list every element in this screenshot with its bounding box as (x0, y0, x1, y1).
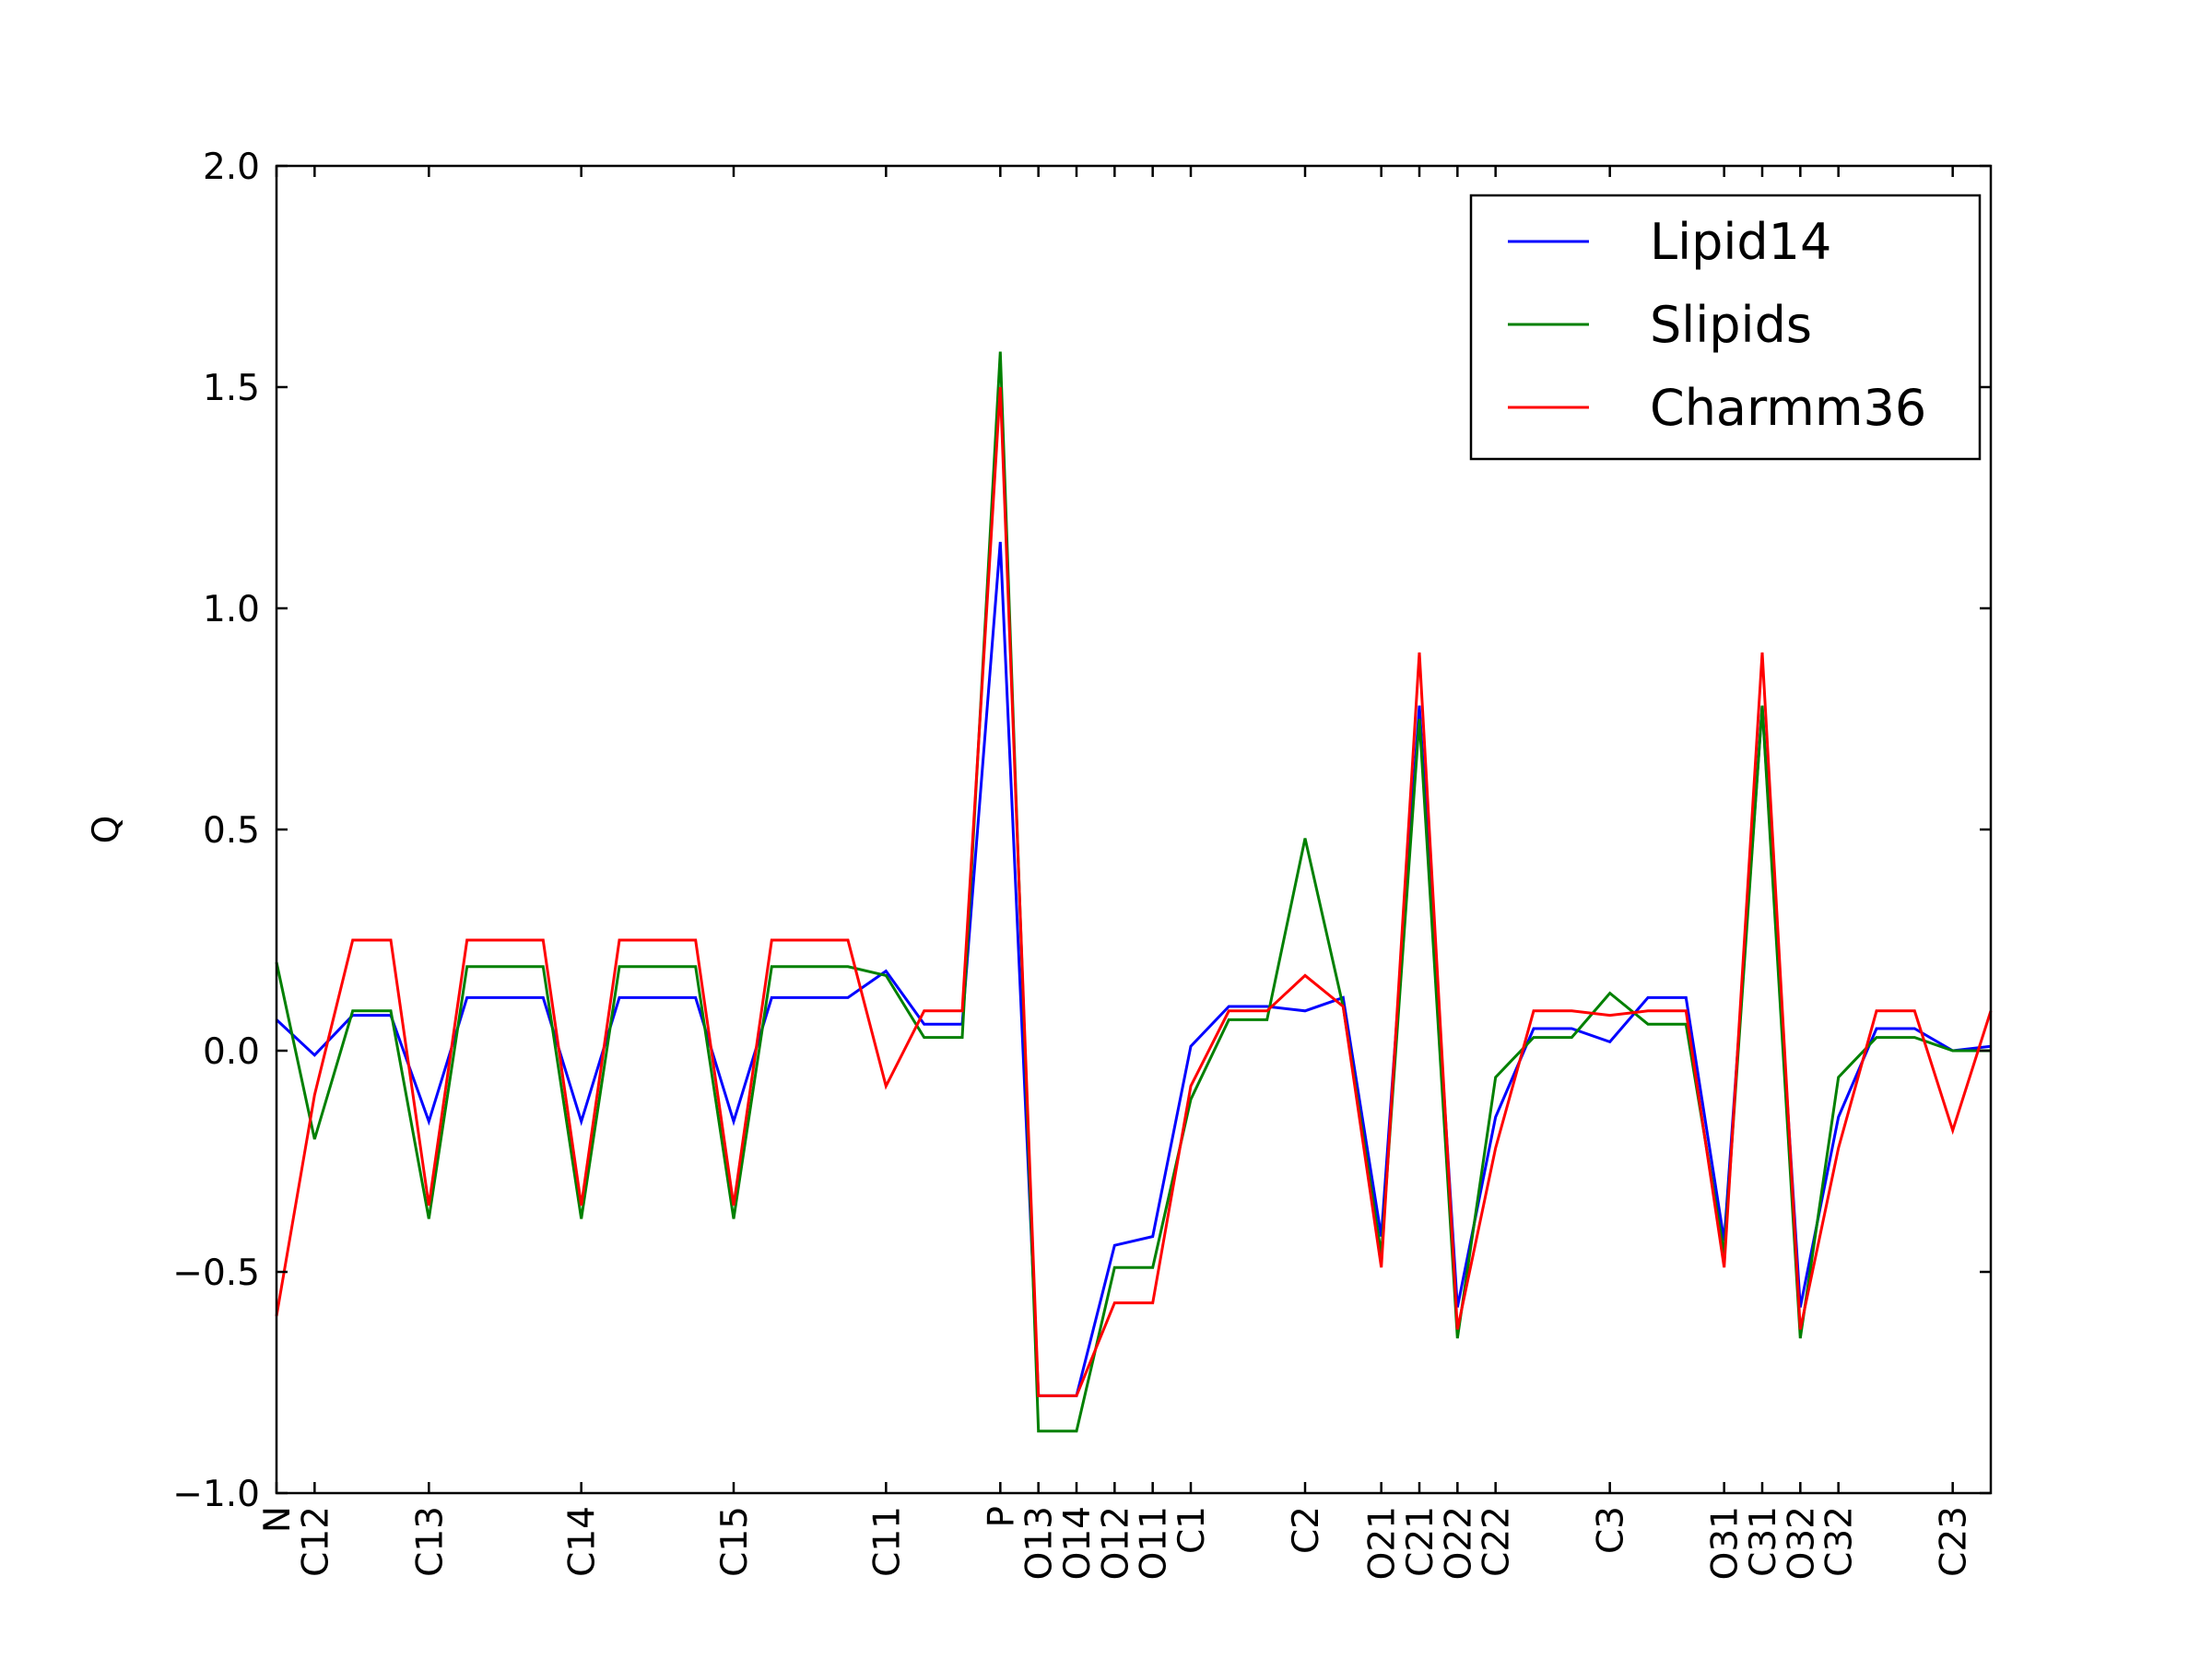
x-tick-label: C14 (562, 1506, 604, 1577)
y-tick-label: 0.0 (203, 1031, 260, 1073)
legend: Lipid14 Slipids Charmm36 (1469, 194, 1982, 461)
x-tick-label: O31 (1705, 1506, 1747, 1580)
x-tick-label: C3 (1591, 1506, 1632, 1554)
y-tick-label: 2.0 (203, 147, 260, 188)
x-tick-label: C15 (714, 1506, 756, 1577)
y-tick-label: 1.0 (203, 589, 260, 630)
legend-label-charmm36: Charmm36 (1650, 379, 1926, 437)
x-tick-label: C31 (1743, 1506, 1784, 1577)
x-tick-label: O11 (1134, 1506, 1175, 1580)
x-tick-label: C1 (1171, 1506, 1213, 1554)
legend-frame (1469, 194, 1982, 461)
x-tick-label: C21 (1400, 1506, 1441, 1577)
x-tick-label: O32 (1781, 1506, 1822, 1580)
series-line-lipid14 (275, 541, 1992, 1397)
x-tick-label: C2 (1286, 1506, 1327, 1554)
y-tick-label: −0.5 (172, 1253, 260, 1294)
x-tick-label: C11 (866, 1506, 908, 1577)
y-axis-label: Q (86, 816, 127, 844)
x-tick-label: C22 (1477, 1506, 1518, 1577)
x-tick-label: O21 (1362, 1506, 1404, 1580)
legend-label-lipid14: Lipid14 (1650, 213, 1831, 271)
x-tick-label: C23 (1934, 1506, 1975, 1577)
y-tick-label: −1.0 (172, 1474, 260, 1515)
x-tick-label: C12 (295, 1506, 336, 1577)
x-tick-label: C32 (1819, 1506, 1861, 1577)
y-tick-label: 1.5 (203, 368, 260, 409)
x-tick-label: P (981, 1506, 1022, 1528)
x-tick-label: O22 (1438, 1506, 1479, 1580)
x-tick-label: O14 (1057, 1506, 1099, 1580)
x-tick-label: O12 (1095, 1506, 1136, 1580)
series-line-charmm36 (275, 386, 1993, 1397)
x-tick-label: N (257, 1506, 299, 1533)
y-tick-label: 0.5 (203, 810, 260, 852)
legend-label-slipids: Slipids (1650, 296, 1812, 354)
x-tick-label: O13 (1019, 1506, 1061, 1580)
x-tick-label: C13 (409, 1506, 451, 1577)
series-layer (275, 351, 1993, 1433)
plot-frame (275, 164, 1993, 1495)
